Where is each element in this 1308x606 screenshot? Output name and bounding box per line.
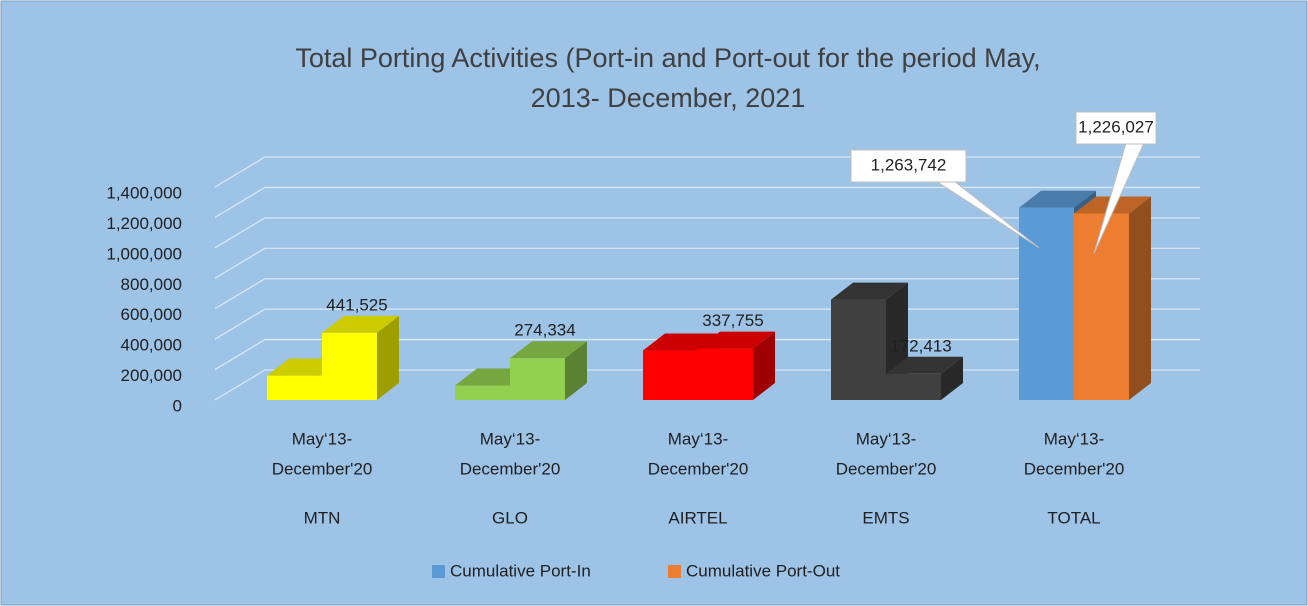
x-tick-label: December'20 bbox=[460, 459, 561, 478]
bar-top bbox=[831, 282, 908, 300]
y-tick-label: 0 bbox=[173, 396, 182, 415]
callout-box bbox=[1075, 111, 1157, 145]
bar bbox=[886, 356, 963, 400]
data-label: 1,226,027 bbox=[1078, 117, 1154, 136]
y-tick-label: 1,000,000 bbox=[106, 244, 182, 263]
y-tick-label: 1,400,000 bbox=[106, 183, 182, 202]
bar bbox=[510, 341, 587, 400]
bar bbox=[698, 331, 775, 400]
bar-side bbox=[941, 356, 963, 400]
bar-front bbox=[831, 299, 886, 400]
data-label: 274,334 bbox=[514, 321, 575, 340]
bar-front bbox=[1019, 207, 1074, 400]
x-tick-label: May‘13- bbox=[480, 429, 540, 448]
bar-front bbox=[322, 332, 377, 400]
bar-top bbox=[510, 341, 587, 359]
bar-side bbox=[1129, 196, 1151, 400]
data-label: 441,525 bbox=[326, 295, 387, 314]
bar-top bbox=[886, 356, 963, 374]
data-label: 1,263,742 bbox=[871, 155, 947, 174]
x-tick-label: May‘13- bbox=[292, 429, 352, 448]
y-tick-label: 600,000 bbox=[121, 305, 182, 324]
bar-front bbox=[643, 350, 698, 400]
x-group-label: EMTS bbox=[862, 508, 909, 527]
y-tick-label: 800,000 bbox=[121, 275, 182, 294]
grid-line bbox=[214, 186, 1200, 218]
bar-front bbox=[698, 348, 753, 400]
grid-line bbox=[214, 247, 1200, 279]
bar-front bbox=[1074, 213, 1129, 400]
x-group-label: AIRTEL bbox=[668, 508, 727, 527]
bar bbox=[831, 282, 908, 400]
x-tick-label: May‘13- bbox=[668, 429, 728, 448]
x-tick-label: December'20 bbox=[1024, 459, 1125, 478]
x-group-label: MTN bbox=[304, 508, 341, 527]
legend-label: Cumulative Port-Out bbox=[686, 561, 840, 580]
bar-top bbox=[1019, 190, 1096, 208]
bar-front bbox=[510, 358, 565, 400]
bar-side bbox=[753, 331, 775, 400]
x-tick-label: May‘13- bbox=[1044, 429, 1104, 448]
bar-front bbox=[267, 375, 322, 400]
grid-line bbox=[214, 217, 1200, 249]
y-tick-label: 400,000 bbox=[121, 336, 182, 355]
data-label: 337,755 bbox=[702, 311, 763, 330]
bar-top bbox=[643, 333, 720, 351]
legend-label: Cumulative Port-In bbox=[450, 561, 591, 580]
grid-line bbox=[214, 278, 1200, 310]
bar bbox=[322, 315, 399, 400]
callout-box bbox=[850, 149, 967, 183]
x-tick-label: December'20 bbox=[836, 459, 937, 478]
bar-side bbox=[565, 341, 587, 400]
chart-title: Total Porting Activities (Port-in and Po… bbox=[295, 43, 1040, 73]
bar-top bbox=[698, 331, 775, 349]
y-tick-label: 200,000 bbox=[121, 366, 182, 385]
bar-side bbox=[377, 315, 399, 400]
bar bbox=[1074, 196, 1151, 400]
bar-top bbox=[322, 315, 399, 333]
bar-front bbox=[886, 373, 941, 400]
x-tick-label: December'20 bbox=[648, 459, 749, 478]
legend-swatch bbox=[432, 565, 445, 578]
x-tick-label: December'20 bbox=[272, 459, 373, 478]
x-group-label: GLO bbox=[492, 508, 528, 527]
x-tick-label: May‘13- bbox=[856, 429, 916, 448]
x-group-label: TOTAL bbox=[1047, 508, 1100, 527]
bar-front bbox=[455, 385, 510, 400]
chart-title: 2013- December, 2021 bbox=[531, 83, 806, 113]
legend-swatch bbox=[668, 565, 681, 578]
y-tick-label: 1,200,000 bbox=[106, 214, 182, 233]
data-label: 172,413 bbox=[890, 336, 951, 355]
